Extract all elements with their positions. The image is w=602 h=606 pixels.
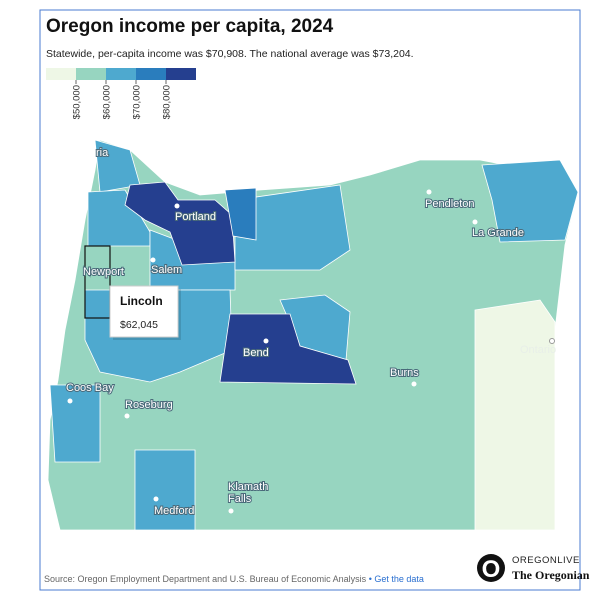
city-label: Salem (151, 264, 182, 276)
city-label: Portland (175, 211, 216, 223)
county (134, 449, 196, 531)
city-label: La Grande (472, 227, 524, 239)
county (49, 384, 101, 463)
city-dot (124, 413, 130, 419)
legend-label: $80,000 (162, 85, 173, 119)
tooltip-county: Lincoln (120, 294, 163, 308)
cities: ria Portland Salem Newport Pendleton La … (65, 146, 556, 518)
logo-top: OREGONLIVE (512, 555, 580, 566)
city-label: ria (96, 147, 109, 159)
legend-swatch (136, 68, 166, 80)
tooltip: Lincoln $62,045 (109, 285, 181, 340)
data-link[interactable]: Get the data (374, 574, 424, 584)
source: Source: Oregon Employment Department and… (44, 574, 424, 584)
legend-label: $70,000 (132, 85, 143, 119)
city-dot (549, 338, 555, 344)
legend-swatch (166, 68, 196, 80)
city-dot (263, 338, 269, 344)
city-label: Medford (154, 505, 194, 517)
logo-mark (477, 554, 505, 582)
city-label: Roseburg (125, 399, 173, 411)
frame (39, 9, 581, 591)
legend-swatch (46, 68, 76, 80)
city-label: Bend (243, 347, 269, 359)
county (224, 187, 257, 241)
legend-label: $50,000 (72, 85, 83, 119)
city-dot (472, 219, 478, 225)
subtitle: Statewide, per-capita income was $70,908… (46, 48, 414, 60)
city-label: Burns (390, 367, 419, 379)
legend-label: $60,000 (102, 85, 113, 119)
legend-swatch (106, 68, 136, 80)
county (474, 299, 556, 531)
logo: O OREGONLIVE The Oregonian (477, 554, 590, 583)
city-dot (174, 203, 180, 209)
county (219, 313, 357, 385)
legend-swatch (76, 68, 106, 80)
city-dot (411, 381, 417, 387)
logo-bottom: The Oregonian (512, 568, 590, 582)
city-dot (153, 496, 159, 502)
city-label: Klamath (228, 481, 268, 493)
tooltip-value: $62,045 (120, 319, 158, 331)
title: Oregon income per capita, 2024 (46, 16, 334, 37)
county (124, 181, 236, 266)
legend: $50,000 $60,000 $70,000 $80,000 (46, 68, 196, 119)
logo-o: O (482, 556, 501, 583)
city-label: Newport (83, 266, 124, 278)
separator: • (369, 574, 372, 584)
selected-county (84, 245, 111, 319)
county (481, 159, 579, 243)
oregon-map (47, 139, 579, 531)
city-dot (150, 257, 156, 263)
city-label: Pendleton (425, 198, 475, 210)
city-dot (426, 189, 432, 195)
city-label: Ontario (520, 344, 556, 356)
source-text: Source: Oregon Employment Department and… (44, 574, 367, 584)
city-label: Coos Bay (66, 382, 114, 394)
city-dot (67, 398, 73, 404)
city-dot (228, 508, 234, 514)
tooltip-box (109, 285, 179, 338)
city-label: Falls (228, 493, 252, 505)
